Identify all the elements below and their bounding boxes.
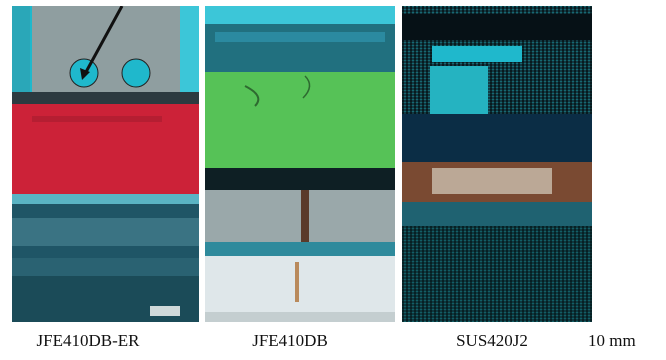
light-rust [432, 168, 552, 194]
panel-label-jfe410db-er: JFE410DB-ER [36, 331, 140, 350]
bottom-texture [402, 226, 592, 322]
specimen-jfe410db-er-graphic [12, 6, 199, 322]
teal-band [402, 202, 592, 226]
panel-label-jfe410db: JFE410DB [252, 331, 328, 350]
cyan-block [430, 66, 488, 114]
scale-bar-label: 10 mm [588, 331, 636, 350]
specimen-image-sus420j2 [402, 6, 592, 322]
bottom-dark [402, 226, 592, 322]
dark-band [402, 14, 592, 40]
specimen-image-jfe410db-er [12, 6, 199, 322]
blue-band [402, 114, 592, 162]
specimen-image-jfe410db [205, 6, 395, 322]
cyan-band [432, 46, 522, 62]
specimen-jfe410db-graphic [205, 6, 395, 322]
panel-label-sus420j2: SUS420J2 [456, 331, 528, 350]
